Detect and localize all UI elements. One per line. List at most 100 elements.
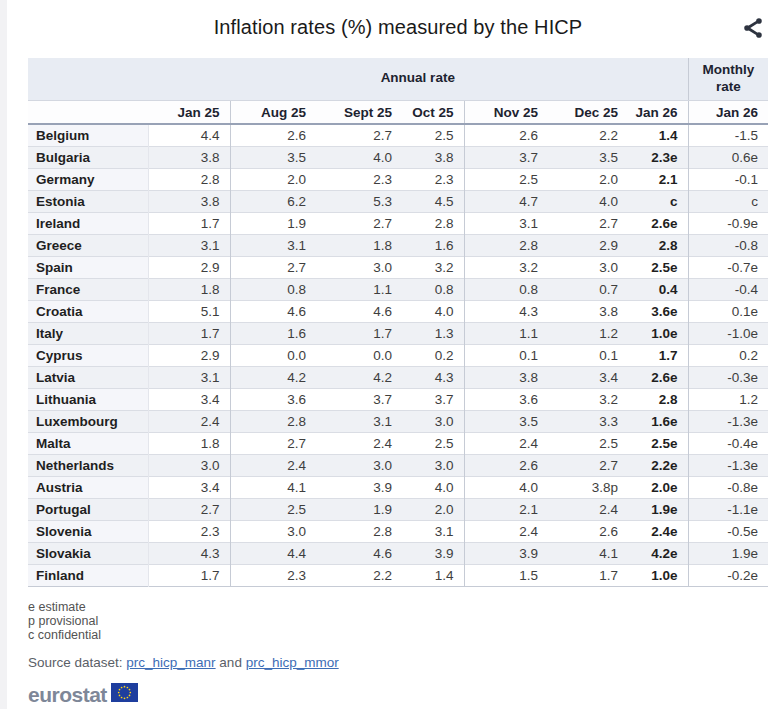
value-cell: 2.0: [548, 168, 628, 190]
footnote-provisional: p provisional: [28, 614, 768, 628]
value-cell: 2.6: [548, 520, 628, 542]
country-cell: Slovakia: [28, 542, 148, 564]
footnote-estimate: e estimate: [28, 600, 768, 614]
value-cell: 2.5: [402, 432, 464, 454]
value-cell: 2.4: [464, 520, 548, 542]
value-cell: 3.9: [464, 542, 548, 564]
value-cell: 2.9: [148, 344, 230, 366]
table-row: Estonia3.86.25.34.54.74.0cc: [28, 190, 768, 212]
value-cell: 4.0: [548, 190, 628, 212]
value-cell: 2.5: [230, 498, 316, 520]
monthly-value-cell: -0.8e: [688, 476, 768, 498]
value-cell: 3.3: [548, 410, 628, 432]
value-cell: 1.8: [148, 432, 230, 454]
monthly-value-cell: -0.3e: [688, 366, 768, 388]
value-cell: 3.8: [402, 146, 464, 168]
value-cell: 2.5: [402, 124, 464, 147]
source-link-prc-hicp-manr[interactable]: prc_hicp_manr: [126, 655, 215, 670]
value-cell: 3.7: [402, 388, 464, 410]
country-cell: Greece: [28, 234, 148, 256]
value-cell: 2.7: [548, 454, 628, 476]
value-cell: 2.4: [464, 432, 548, 454]
table-row: Lithuania3.43.63.73.73.63.22.81.2: [28, 388, 768, 410]
value-cell: 3.5: [464, 410, 548, 432]
value-cell: 1.7: [148, 564, 230, 586]
value-cell: 2.3: [148, 520, 230, 542]
value-cell: 3.2: [402, 256, 464, 278]
value-cell: 1.7: [316, 322, 402, 344]
value-cell: 2.7: [230, 256, 316, 278]
country-cell: France: [28, 278, 148, 300]
value-cell: 2.2: [548, 124, 628, 147]
country-cell: Malta: [28, 432, 148, 454]
corner-cell: [28, 58, 148, 100]
column-header-annual: Nov 25: [464, 100, 548, 124]
source-conjunction: and: [216, 655, 246, 670]
table-row: Slovenia2.33.02.83.12.42.62.4e-0.5e: [28, 520, 768, 542]
value-cell: 3.5: [230, 146, 316, 168]
table-row: Ireland1.71.92.72.83.12.72.6e-0.9e: [28, 212, 768, 234]
value-cell: 2.5: [548, 432, 628, 454]
page-edge: [0, 0, 7, 709]
value-cell: 2.8: [628, 234, 688, 256]
table-row: Austria3.44.13.94.04.03.8p2.0e-0.8e: [28, 476, 768, 498]
value-cell: 0.8: [230, 278, 316, 300]
value-cell: 4.2: [316, 366, 402, 388]
column-header-annual: Oct 25: [402, 100, 464, 124]
corner-cell: [28, 100, 148, 124]
value-cell: 4.6: [316, 542, 402, 564]
country-cell: Estonia: [28, 190, 148, 212]
value-cell: 3.4: [148, 388, 230, 410]
value-cell: 3.8p: [548, 476, 628, 498]
source-link-prc-hicp-mmor[interactable]: prc_hicp_mmor: [246, 655, 339, 670]
monthly-value-cell: -1.0e: [688, 322, 768, 344]
country-cell: Bulgaria: [28, 146, 148, 168]
value-cell: 1.4: [628, 124, 688, 147]
country-cell: Austria: [28, 476, 148, 498]
value-cell: 1.7: [148, 212, 230, 234]
annual-rate-group-header: Annual rate: [148, 58, 688, 100]
value-cell: 3.6: [230, 388, 316, 410]
share-button[interactable]: [738, 12, 770, 44]
table-row: Italy1.71.61.71.31.11.21.0e-1.0e: [28, 322, 768, 344]
monthly-value-cell: -1.3e: [688, 410, 768, 432]
value-cell: 1.8: [316, 234, 402, 256]
value-cell: 3.0: [316, 454, 402, 476]
value-cell: 2.1: [464, 498, 548, 520]
column-header-annual: Sept 25: [316, 100, 402, 124]
value-cell: 0.2: [402, 344, 464, 366]
monthly-rate-group-header: Monthly rate: [688, 58, 768, 100]
eurostat-logo: eurostat: [28, 683, 768, 706]
value-cell: 2.6e: [628, 212, 688, 234]
value-cell: 2.1: [628, 168, 688, 190]
monthly-value-cell: c: [688, 190, 768, 212]
value-cell: 2.0e: [628, 476, 688, 498]
value-cell: 2.7: [548, 212, 628, 234]
value-cell: 2.2: [316, 564, 402, 586]
value-cell: 2.3: [230, 564, 316, 586]
value-cell: 0.1: [464, 344, 548, 366]
country-cell: Belgium: [28, 124, 148, 147]
value-cell: 2.8: [464, 234, 548, 256]
value-cell: 4.6: [230, 300, 316, 322]
value-cell: 3.2: [548, 388, 628, 410]
value-cell: 3.1: [230, 234, 316, 256]
value-cell: 0.8: [402, 278, 464, 300]
table-row: France1.80.81.10.80.80.70.4-0.4: [28, 278, 768, 300]
monthly-value-cell: -0.4: [688, 278, 768, 300]
value-cell: 2.5: [464, 168, 548, 190]
value-cell: 2.6e: [628, 366, 688, 388]
value-cell: 3.0: [402, 410, 464, 432]
value-cell: 1.3: [402, 322, 464, 344]
eurostat-logo-text: eurostat: [28, 684, 107, 705]
value-cell: 3.8: [464, 366, 548, 388]
value-cell: 3.9: [316, 476, 402, 498]
value-cell: 4.0: [464, 476, 548, 498]
country-cell: Slovenia: [28, 520, 148, 542]
value-cell: 2.2e: [628, 454, 688, 476]
value-cell: 2.7: [230, 432, 316, 454]
value-cell: 2.7: [316, 124, 402, 147]
value-cell: 2.8: [230, 410, 316, 432]
monthly-value-cell: 1.9e: [688, 542, 768, 564]
monthly-value-cell: 0.2: [688, 344, 768, 366]
